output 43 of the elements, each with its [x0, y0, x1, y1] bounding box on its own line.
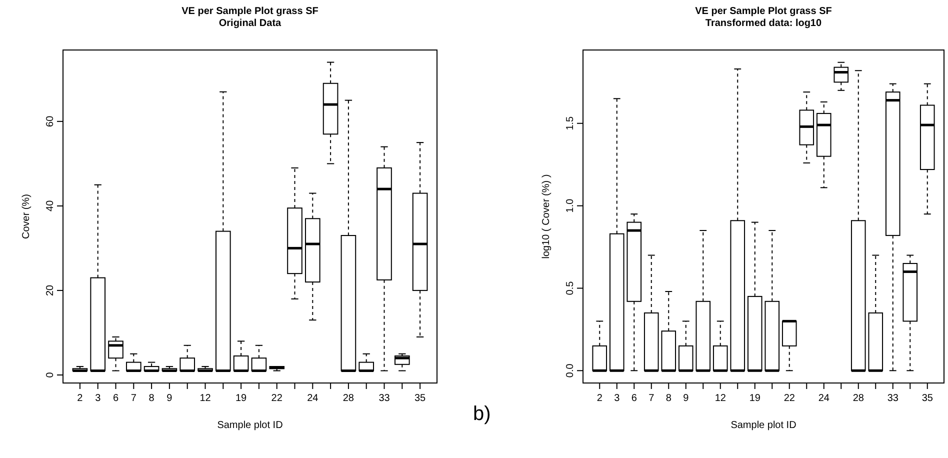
- x-tick-label: 3: [95, 393, 102, 404]
- chart-subtitle: Original Data: [218, 18, 282, 29]
- text: b): [473, 403, 491, 425]
- chart-subtitle: Transformed data: log10: [705, 18, 822, 29]
- x-tick-label: 6: [631, 393, 638, 404]
- y-axis-title: log10 ( Cover (%) ): [541, 174, 552, 259]
- chart-title: VE per Sample Plot grass SF: [182, 6, 318, 17]
- x-tick-label: 24: [307, 393, 319, 404]
- y-tick-label: 40: [45, 200, 56, 212]
- y-tick-label: 1.5: [565, 116, 576, 130]
- y-tick-label: 20: [45, 284, 56, 296]
- x-axis-title: Sample plot ID: [217, 420, 283, 431]
- x-tick-label: 35: [922, 393, 934, 404]
- y-tick-label: 60: [45, 115, 56, 127]
- y-tick-label: 0.5: [565, 280, 576, 296]
- x-tick-label: 19: [235, 393, 248, 404]
- x-tick-label: 9: [166, 393, 173, 404]
- x-tick-label: 28: [852, 393, 864, 404]
- x-tick-label: 33: [887, 393, 899, 404]
- x-tick-label: 8: [666, 393, 672, 404]
- y-tick-label: 0.0: [565, 363, 576, 378]
- x-tick-label: 7: [130, 393, 137, 404]
- x-tick-label: 19: [749, 393, 761, 404]
- x-tick-label: 6: [112, 393, 119, 404]
- x-tick-label: 12: [714, 393, 726, 404]
- y-tick-label: 0: [45, 372, 56, 378]
- x-tick-label: 3: [614, 393, 620, 404]
- chart-title: VE per Sample Plot grass SF: [695, 6, 832, 17]
- x-tick-label: 28: [342, 393, 354, 404]
- x-tick-label: 8: [148, 393, 155, 404]
- x-tick-label: 22: [271, 393, 283, 404]
- x-tick-label: 24: [818, 393, 830, 404]
- x-tick-label: 9: [683, 393, 690, 404]
- x-tick-label: 33: [378, 393, 390, 404]
- x-tick-label: 7: [648, 393, 655, 404]
- x-tick-label: 2: [77, 393, 84, 404]
- x-tick-label: 12: [200, 393, 212, 404]
- y-tick-label: 1.0: [565, 198, 576, 213]
- x-tick-label: 2: [596, 393, 603, 404]
- x-axis-title: Sample plot ID: [730, 420, 796, 431]
- x-tick-label: 22: [784, 393, 796, 404]
- y-axis-title: Cover (%): [21, 194, 32, 240]
- x-tick-label: 35: [414, 393, 426, 404]
